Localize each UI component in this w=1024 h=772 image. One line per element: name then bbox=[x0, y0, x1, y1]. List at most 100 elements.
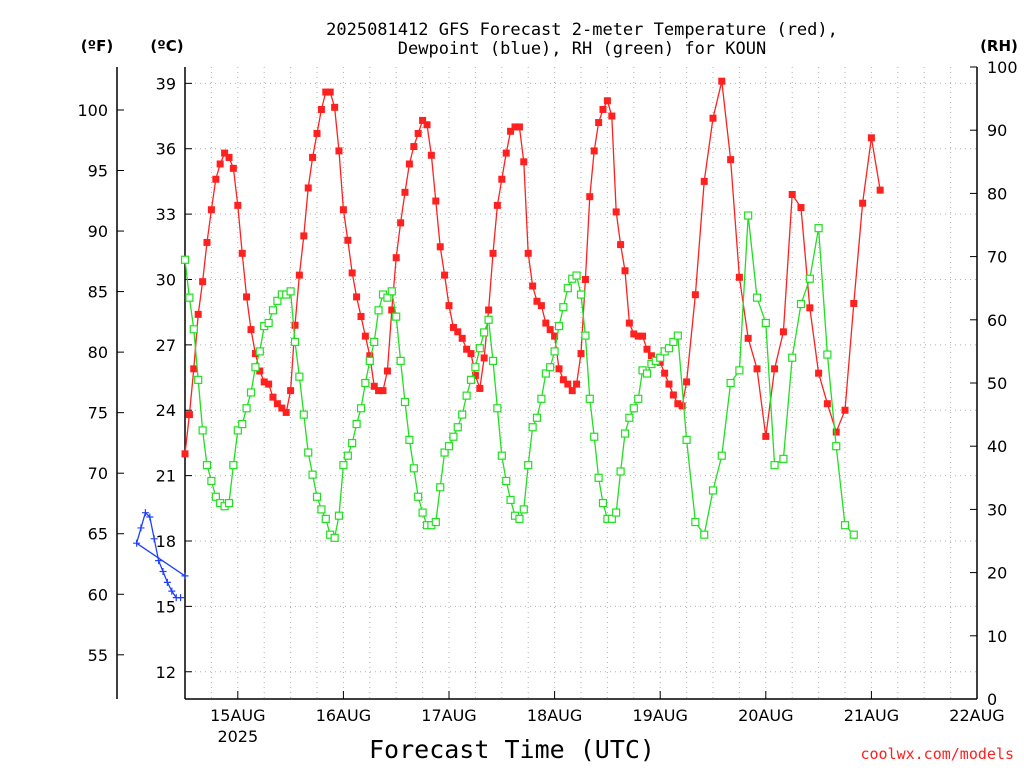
fahrenheit-tick-label: 70 bbox=[88, 464, 108, 483]
rh-point bbox=[493, 404, 502, 413]
rh-point bbox=[436, 483, 445, 492]
rh-point bbox=[796, 299, 806, 309]
temperature-point bbox=[542, 319, 550, 327]
rh-point bbox=[708, 486, 718, 495]
rh-point bbox=[418, 508, 427, 517]
rh-point bbox=[255, 347, 264, 356]
temperature-point bbox=[388, 306, 396, 314]
temperature-point bbox=[678, 402, 686, 410]
rh-tick-label: 100 bbox=[987, 58, 1018, 77]
rh-point bbox=[849, 530, 858, 539]
celsius-tick-label: 12 bbox=[156, 663, 176, 682]
temperature-point bbox=[295, 271, 303, 279]
rh-point bbox=[752, 293, 762, 302]
temperature-point bbox=[634, 332, 642, 340]
dewpoint-point bbox=[181, 572, 189, 580]
rh-point bbox=[735, 366, 744, 375]
temperature-point bbox=[234, 201, 242, 209]
rh-tick-label: 20 bbox=[987, 564, 1007, 583]
temperature-point bbox=[753, 365, 761, 373]
rh-point bbox=[625, 413, 634, 422]
data-series bbox=[133, 77, 884, 602]
rh-point bbox=[207, 476, 216, 486]
x-tick-label: 21AUG bbox=[844, 706, 899, 725]
temperature-point bbox=[665, 380, 673, 388]
rh-point bbox=[400, 397, 410, 407]
rh-point bbox=[317, 505, 326, 514]
rh-point bbox=[497, 451, 506, 460]
rh-point bbox=[612, 508, 621, 517]
chart-title-line2: Dewpoint (blue), RH (green) for KOUN bbox=[398, 39, 766, 59]
x-tick-label: 15AUG bbox=[210, 706, 265, 725]
temperature-point bbox=[203, 238, 211, 246]
rh-point bbox=[642, 369, 652, 378]
rh-point bbox=[744, 211, 753, 220]
rh-point bbox=[444, 442, 454, 451]
rh-point bbox=[229, 461, 238, 470]
rh-point bbox=[321, 514, 330, 523]
rh-point bbox=[290, 337, 300, 347]
temperature-point bbox=[441, 271, 449, 279]
fahrenheit-tick-label: 100 bbox=[77, 101, 108, 120]
temperature-point bbox=[573, 380, 581, 388]
rh-point bbox=[238, 419, 247, 429]
rh-point bbox=[475, 344, 484, 353]
rh-tick-label: 90 bbox=[987, 121, 1007, 140]
rh-point bbox=[669, 337, 678, 347]
celsius-tick-label: 33 bbox=[156, 205, 176, 224]
x-tick-label: 19AUG bbox=[632, 706, 687, 725]
rh-point bbox=[440, 448, 449, 457]
dewpoint-point bbox=[177, 594, 185, 602]
temperature-point bbox=[449, 323, 457, 331]
rh-point bbox=[370, 337, 379, 347]
rh-point bbox=[770, 461, 779, 470]
rh-point bbox=[466, 375, 476, 384]
temperature-point bbox=[278, 404, 286, 412]
rh-tick-label: 80 bbox=[987, 184, 1007, 203]
temperature-point bbox=[744, 334, 752, 342]
rh-point bbox=[788, 353, 797, 362]
x-tick-label: 22AUG bbox=[949, 706, 1004, 725]
temperature-point bbox=[471, 371, 479, 379]
temperature-point bbox=[423, 121, 431, 129]
temperature-point bbox=[238, 249, 246, 257]
celsius-tick-label: 24 bbox=[156, 401, 176, 420]
rh-point bbox=[484, 315, 493, 324]
temperature-point bbox=[265, 380, 273, 388]
rh-point bbox=[374, 306, 383, 315]
rh-point bbox=[761, 318, 770, 328]
temperature-point bbox=[537, 302, 545, 310]
source-credit: coolwx.com/models bbox=[860, 745, 1014, 763]
temperature-point bbox=[559, 376, 567, 384]
rh-point bbox=[541, 369, 550, 378]
temperature-point bbox=[647, 352, 655, 360]
rh-point bbox=[576, 290, 586, 299]
temperature-point bbox=[392, 254, 400, 262]
rh-point bbox=[405, 435, 414, 444]
temperature-point bbox=[718, 77, 726, 85]
temperature-point bbox=[432, 197, 440, 205]
temperature-point bbox=[216, 160, 224, 168]
rh-point bbox=[185, 293, 194, 302]
rh-tick-label: 40 bbox=[987, 437, 1007, 456]
rh-point bbox=[233, 426, 242, 435]
temperature-point bbox=[691, 291, 699, 299]
rh-tick-label: 10 bbox=[987, 627, 1007, 646]
temperature-point bbox=[331, 103, 339, 111]
grid-lines bbox=[185, 67, 977, 699]
temperature-point bbox=[269, 393, 277, 401]
rh-point bbox=[594, 473, 603, 482]
fahrenheit-tick-label: 95 bbox=[88, 162, 108, 181]
rh-point bbox=[634, 394, 643, 403]
fahrenheit-tick-label: 85 bbox=[88, 283, 108, 302]
temperature-point bbox=[493, 201, 501, 209]
celsius-tick-label: 36 bbox=[156, 140, 176, 159]
temperature-point bbox=[419, 116, 427, 124]
rh-point bbox=[717, 451, 726, 460]
dewpoint-point bbox=[133, 539, 141, 547]
rh-point bbox=[519, 505, 528, 514]
temperature-point bbox=[445, 302, 453, 310]
dewpoint-point bbox=[146, 513, 154, 521]
rh-point bbox=[264, 318, 273, 328]
